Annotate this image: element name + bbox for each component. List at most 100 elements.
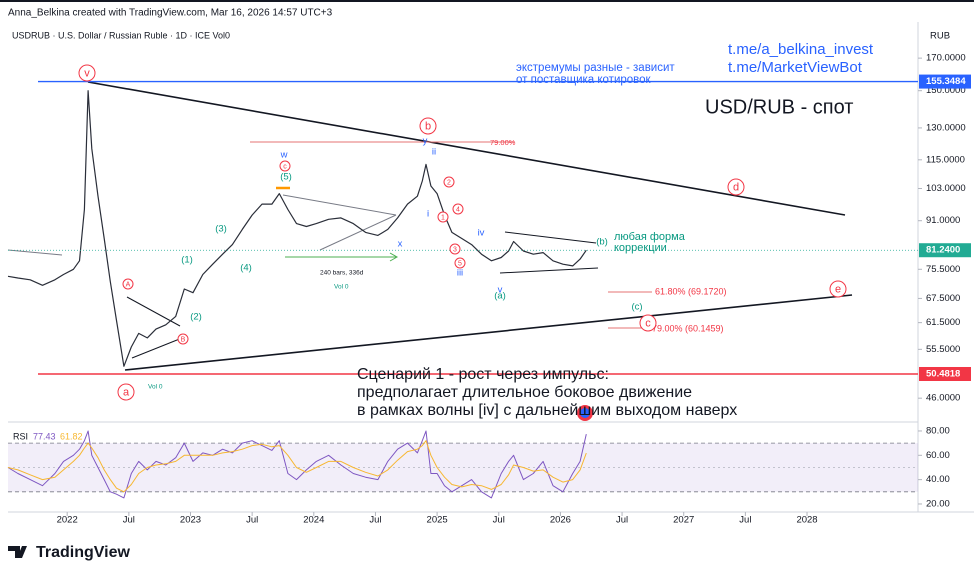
price-label-bg <box>919 366 971 381</box>
annotation: USD/RUB - спот <box>705 96 853 118</box>
brand: TradingView <box>36 544 131 561</box>
series-line <box>7 430 587 499</box>
x-tick-label: 2024 <box>303 515 324 526</box>
y-tick-label: 130.0000 <box>926 122 966 133</box>
y-tick-label: 55.5000 <box>926 344 960 355</box>
wave-label: y <box>423 136 428 147</box>
trend-line <box>504 231 597 244</box>
wave-circle <box>122 278 134 290</box>
annotation: 61.80% (69.1720) <box>655 286 727 296</box>
x-tick-label: Jul <box>369 515 381 526</box>
wave-circle <box>78 64 96 82</box>
annotation: Сценарий 1 - рост через импульс: <box>357 366 609 383</box>
wave-circle <box>727 178 745 196</box>
wave-label: c <box>645 317 651 329</box>
y-tick-label: 46.0000 <box>926 393 960 404</box>
y-tick-label: 150.0000 <box>926 85 966 96</box>
wave-label: B <box>181 336 186 343</box>
wave-label: (4) <box>240 263 252 274</box>
y-tick-label: 60.00 <box>926 450 950 461</box>
currency: RUB <box>930 31 950 42</box>
wave-circle <box>454 257 466 269</box>
price-label-bg <box>919 243 971 258</box>
x-tick-label: 2025 <box>427 515 448 526</box>
series-line <box>7 90 587 367</box>
wave-label: ii <box>432 147 436 158</box>
wave-label: 1 <box>441 214 445 221</box>
trend-line <box>124 294 853 371</box>
y-tick-label: 115.0000 <box>926 154 965 165</box>
x-tick-label: 2023 <box>180 515 201 526</box>
wave-circle <box>829 280 847 298</box>
wave-label: w <box>280 150 288 161</box>
indicator-value: 61.82 <box>60 431 83 441</box>
price-label: 155.3484 <box>926 76 966 87</box>
price-label: 50.4818 <box>926 369 960 380</box>
wave-circle <box>452 203 464 215</box>
wave-label: A <box>126 281 131 288</box>
wave-label: 3 <box>453 246 457 253</box>
indicator-title: RSI <box>13 431 28 441</box>
wave-circle <box>117 383 135 401</box>
x-tick-label: Jul <box>123 515 135 526</box>
wave-label: v <box>498 285 503 296</box>
wave-label: (5) <box>280 172 292 183</box>
y-tick-label: 40.00 <box>926 474 950 485</box>
x-tick-label: 2022 <box>57 515 78 526</box>
x-tick-label: Jul <box>739 515 751 526</box>
wave-label: e <box>835 283 841 295</box>
wave-label: v <box>84 67 90 79</box>
x-tick-label: Jul <box>246 515 258 526</box>
y-tick-label: 75.5000 <box>926 264 960 275</box>
trend-line <box>282 194 397 216</box>
x-tick-label: 2026 <box>550 515 571 526</box>
drawings <box>7 81 853 371</box>
y-tick-label: 170.0000 <box>926 53 966 64</box>
wave-label: a <box>123 386 130 398</box>
wave-label: 5 <box>458 260 462 267</box>
trend-line <box>87 81 846 216</box>
wave-label: d <box>733 181 739 193</box>
y-tick-label: 61.5000 <box>926 317 960 328</box>
annotation: коррекции <box>614 242 667 254</box>
annotation: t.me/MarketViewBot <box>728 59 863 76</box>
annotation: в рамках волны [iv] с дальнейшим выходом… <box>357 402 737 419</box>
wave-circle <box>437 211 449 223</box>
wave-label: c <box>283 163 287 170</box>
annotation: 79.00% <box>490 138 516 147</box>
trend-line <box>131 337 183 359</box>
x-tick-label: 2028 <box>796 515 817 526</box>
wave-label: (2) <box>190 312 202 323</box>
wave-circle <box>279 160 291 172</box>
annotation: t.me/a_belkina_invest <box>728 41 874 58</box>
wave-label: (1) <box>181 255 193 266</box>
trend-line <box>126 296 181 327</box>
annotation: экстремумы разные - зависит <box>516 62 675 74</box>
wave-circle <box>639 314 657 332</box>
event-icon-inner <box>580 408 590 418</box>
wave-label: (b) <box>596 237 608 248</box>
credit: Anna_Belkina created with TradingView.co… <box>8 8 333 19</box>
y-tick-label: 67.5000 <box>926 293 960 304</box>
arrow-head <box>389 252 399 262</box>
x-tick-label: Jul <box>493 515 505 526</box>
wave-label: i <box>427 209 429 220</box>
wave-label: (3) <box>215 224 227 235</box>
x-tick-label: Jul <box>616 515 628 526</box>
y-tick-label: 103.0000 <box>926 183 966 194</box>
annotation: предполагает длительное боковое движение <box>357 384 692 401</box>
indicator-value: 77.43 <box>33 431 56 441</box>
symbol: USDRUB · U.S. Dollar / Russian Ruble · 1… <box>12 30 230 40</box>
wave-label: 4 <box>456 206 460 213</box>
wave-circle <box>177 333 189 345</box>
y-tick-label: 80.00 <box>926 425 950 436</box>
wave-circle <box>449 243 461 255</box>
annotation: Vol 0 <box>334 284 349 291</box>
price-label: 81.2400 <box>926 245 960 256</box>
y-tick-label: 20.00 <box>926 498 950 509</box>
trend-line <box>499 267 599 274</box>
series-line <box>7 440 587 493</box>
trend-line <box>7 249 63 256</box>
